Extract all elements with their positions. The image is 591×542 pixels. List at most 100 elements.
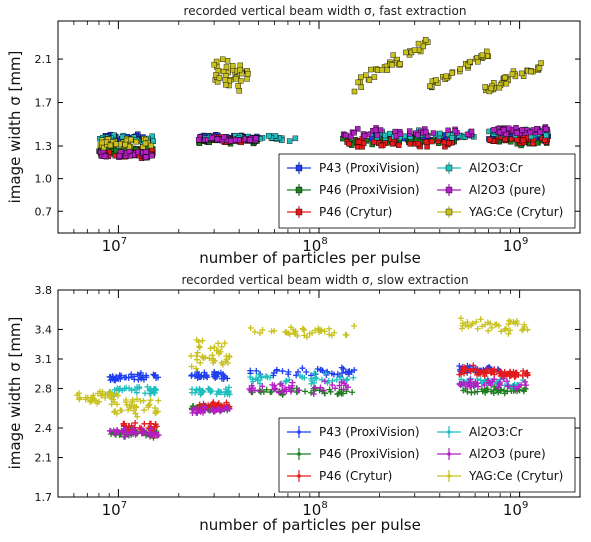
data-point [403, 49, 409, 56]
data-point [437, 130, 443, 137]
data-point [223, 82, 229, 88]
data-point [123, 401, 130, 408]
data-point [126, 402, 133, 409]
data-point [488, 324, 495, 331]
data-point [211, 344, 218, 351]
data-point [521, 321, 528, 328]
data-point [457, 315, 464, 322]
data-point [520, 326, 527, 333]
data-point [465, 323, 472, 330]
data-point [464, 383, 471, 390]
data-point [502, 74, 508, 81]
data-point [505, 330, 512, 337]
data-point [276, 389, 283, 396]
legend-box [278, 153, 576, 229]
chart-fast-extraction: recorded vertical beam width σ, fast ext… [6, 4, 581, 267]
data-point [283, 388, 290, 395]
data-point [372, 127, 379, 134]
data-point [479, 52, 486, 58]
data-point [119, 387, 126, 394]
data-point [138, 425, 145, 432]
data-point [514, 137, 520, 143]
data-point [89, 397, 96, 404]
data-point [521, 378, 528, 385]
data-point [121, 374, 128, 381]
x-tick-label: 109 [503, 236, 528, 255]
y-tick-label: 2.8 [35, 383, 53, 396]
data-point [467, 376, 474, 383]
y-tick-label: 1.7 [35, 97, 53, 110]
data-point [99, 139, 105, 146]
data-point [490, 387, 497, 394]
data-point [346, 141, 352, 147]
data-point [374, 67, 381, 73]
data-point [111, 409, 118, 416]
data-point [266, 133, 272, 139]
data-point [368, 66, 374, 73]
data-point [206, 355, 213, 362]
data-point [193, 365, 200, 372]
x-axis-label: number of particles per pulse [199, 249, 421, 267]
data-point [519, 327, 526, 334]
data-point [141, 407, 148, 414]
x-tick-label: 107 [102, 236, 127, 255]
data-point [289, 379, 296, 386]
data-point [149, 432, 156, 439]
data-point [113, 401, 120, 408]
data-point [118, 407, 125, 414]
data-point [108, 401, 115, 408]
data-point [299, 365, 306, 372]
data-point [312, 327, 319, 334]
data-point [292, 330, 299, 337]
data-point [527, 129, 534, 136]
data-point [133, 403, 140, 410]
data-point [313, 375, 320, 382]
data-point [130, 430, 137, 437]
data-point [288, 324, 295, 331]
data-point [220, 68, 227, 75]
data-point [467, 58, 474, 65]
data-point [443, 73, 449, 80]
data-point [528, 68, 534, 75]
legend-label: Al2O3:Cr [469, 425, 523, 439]
data-point [232, 137, 238, 143]
data-point [237, 66, 243, 73]
data-point [107, 373, 114, 380]
data-point [216, 75, 223, 81]
x-tick-label: 109 [503, 500, 528, 519]
data-point [137, 369, 144, 376]
data-point [345, 368, 352, 375]
x-axis-label: number of particles per pulse [199, 516, 421, 534]
data-point [233, 76, 239, 82]
data-point [337, 374, 344, 381]
data-point [279, 368, 286, 375]
data-point [147, 397, 154, 404]
data-point [188, 371, 195, 378]
data-point [111, 386, 118, 393]
data-point [143, 372, 150, 379]
data-point [341, 380, 348, 387]
data-point [188, 363, 195, 370]
data-point [195, 136, 202, 143]
y-tick-label: 1.3 [35, 140, 53, 153]
data-point [452, 128, 458, 134]
data-point [328, 332, 335, 339]
data-point [430, 130, 437, 136]
data-point [220, 375, 227, 382]
data-point [153, 423, 160, 430]
data-point [396, 142, 402, 148]
y-tick-label: 2.1 [35, 452, 53, 465]
data-point [479, 323, 486, 330]
data-point [330, 371, 337, 378]
data-point [209, 352, 216, 359]
data-point [134, 396, 141, 403]
data-point [214, 136, 221, 143]
data-point [534, 126, 540, 132]
data-point [317, 384, 324, 391]
data-point [355, 126, 361, 132]
data-point [188, 389, 195, 396]
data-point [116, 385, 123, 392]
data-point [101, 153, 108, 159]
data-point [491, 376, 498, 383]
data-point [218, 343, 225, 350]
